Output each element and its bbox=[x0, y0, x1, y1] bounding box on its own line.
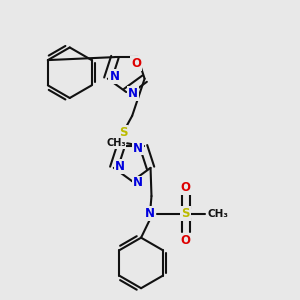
Text: N: N bbox=[128, 87, 138, 100]
Text: N: N bbox=[110, 70, 119, 83]
Text: N: N bbox=[145, 207, 155, 220]
Text: N: N bbox=[115, 160, 125, 172]
Text: O: O bbox=[181, 181, 191, 194]
Text: CH₃: CH₃ bbox=[207, 209, 228, 219]
Text: O: O bbox=[131, 57, 141, 70]
Text: CH₃: CH₃ bbox=[106, 138, 126, 148]
Text: O: O bbox=[181, 234, 191, 247]
Text: N: N bbox=[133, 142, 142, 154]
Text: N: N bbox=[133, 176, 143, 190]
Text: S: S bbox=[182, 207, 190, 220]
Text: S: S bbox=[119, 126, 128, 139]
